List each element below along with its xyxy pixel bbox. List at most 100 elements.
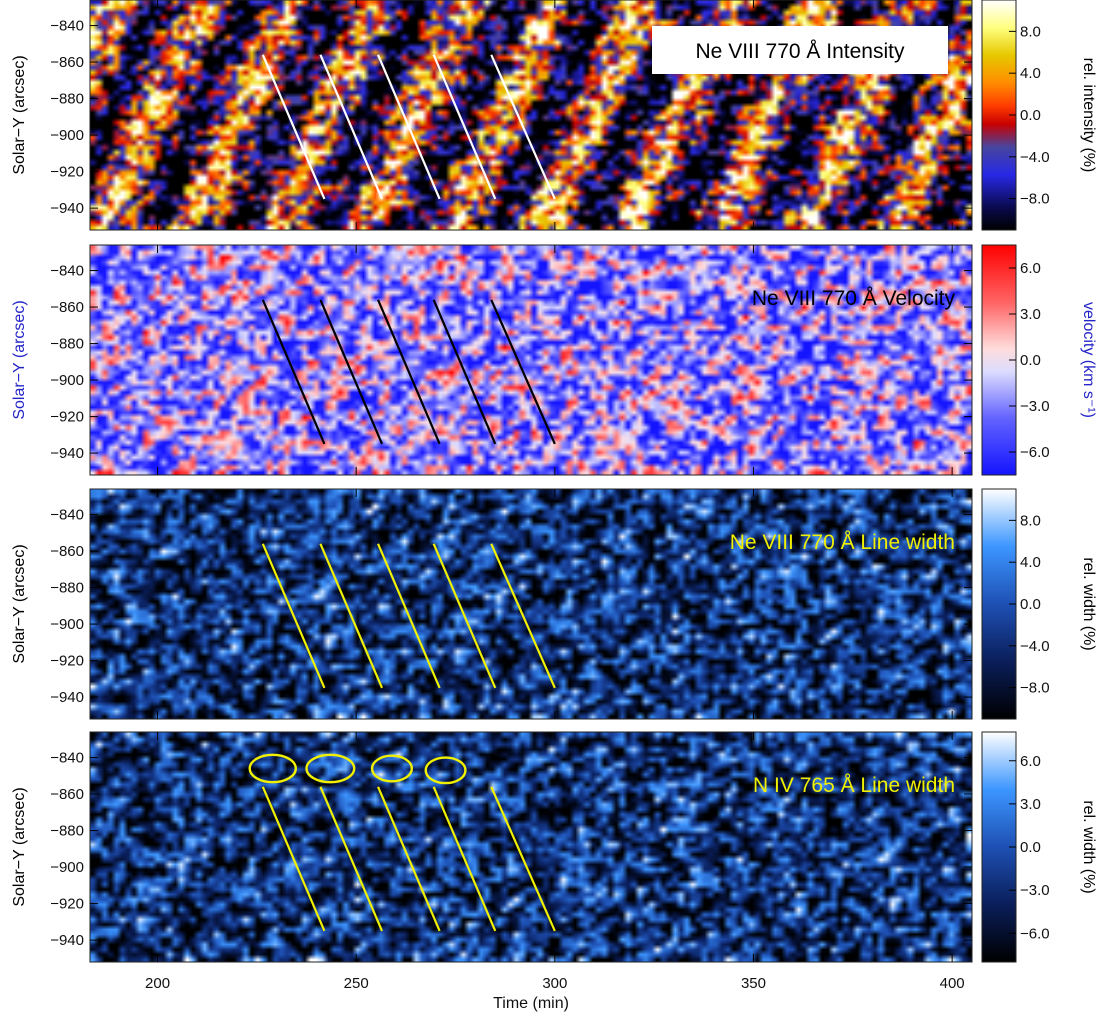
overlay-line-5 [490, 54, 556, 200]
y-tick-label: −840 [50, 507, 84, 524]
colorbar-tick-label: −3.0 [1020, 398, 1050, 415]
y-tick-label: −940 [50, 932, 84, 949]
x-tick-label: 400 [940, 975, 965, 992]
colorbar-tick-label: 8.0 [1020, 512, 1041, 529]
panel-3: −840 −860 −880 −900 −920 −940 Solar−Y (arcsec)… [11, 488, 1097, 720]
y-tick-label: −880 [50, 336, 84, 353]
panel-title: Ne VIII 770 Å Line width [730, 531, 955, 554]
overlay-line-1 [261, 299, 326, 445]
y-tick-label: −920 [50, 653, 84, 670]
plot-frame [89, 0, 973, 231]
panel-1: −840 −860 −880 −900 −920 −940 Solar−Y (arcsec)… [11, 0, 1097, 231]
x-tick-label: 350 [741, 975, 766, 992]
colorbar: 6.0 3.0 0.0 −3.0 −6.0 velocity (km s⁻¹) [981, 244, 1097, 476]
y-tick-label: −920 [50, 164, 84, 181]
overlay-line-1 [261, 54, 326, 200]
y-tick-label: −880 [50, 580, 84, 597]
x-tick-label: 200 [145, 975, 170, 992]
y-tick-label: −940 [50, 689, 84, 706]
overlay-circle-2 [305, 753, 356, 784]
panel-title: Ne VIII 770 Å Intensity [696, 40, 905, 63]
colorbar-label: velocity (km s⁻¹) [1080, 302, 1097, 418]
overlay-line-5 [490, 786, 556, 932]
overlay-line-2 [319, 299, 384, 445]
overlay-line-4 [432, 786, 497, 932]
colorbar: 6.0 3.0 0.0 −3.0 −6.0 rel. width (%) [981, 731, 1097, 963]
colorbar: 8.0 4.0 0.0 −4.0 −8.0 rel. intensity (%) [981, 0, 1097, 231]
colorbar-tick-label: 0.0 [1020, 596, 1041, 613]
overlay-circle-1 [248, 753, 297, 784]
overlay-circle-4 [424, 756, 467, 785]
overlay-line-4 [432, 299, 497, 445]
y-tick-label: −860 [50, 786, 84, 803]
heatmap-image [90, 245, 972, 475]
y-tick-label: −940 [50, 200, 84, 217]
colorbar-label: rel. width (%) [1080, 800, 1097, 893]
overlay-line-3 [377, 299, 441, 445]
y-tick-label: −840 [50, 750, 84, 767]
colorbar-tick-label: 4.0 [1020, 65, 1041, 82]
overlay-line-2 [319, 54, 384, 200]
overlay-line-5 [490, 299, 556, 445]
y-tick-label: −900 [50, 859, 84, 876]
y-tick-label: −880 [50, 91, 84, 108]
y-axis-label: Solar−Y (arcsec) [11, 787, 28, 906]
y-tick-label: −840 [50, 263, 84, 280]
colorbar-tick-label: −4.0 [1020, 638, 1050, 655]
y-tick-label: −860 [50, 299, 84, 316]
colorbar-tick-label: −6.0 [1020, 444, 1050, 461]
y-tick-label: −860 [50, 543, 84, 560]
y-tick-label: −900 [50, 127, 84, 144]
colorbar-tick-label: −6.0 [1020, 925, 1050, 942]
plot-frame [89, 731, 973, 963]
plot-frame [89, 244, 973, 476]
y-axis-label: Solar−Y (arcsec) [11, 300, 28, 419]
heatmap-image [90, 489, 972, 719]
colorbar-tick-label: −8.0 [1020, 680, 1050, 697]
overlay-line-3 [377, 54, 441, 200]
y-tick-label: −920 [50, 409, 84, 426]
colorbar-tick-label: 8.0 [1020, 23, 1041, 40]
colorbar-tick-label: 0.0 [1020, 839, 1041, 856]
overlay-line-5 [490, 543, 556, 689]
panel-title: N IV 765 Å Line width [753, 774, 955, 797]
colorbar-tick-label: 0.0 [1020, 107, 1041, 124]
y-tick-label: −840 [50, 18, 84, 35]
overlay-line-2 [319, 786, 384, 932]
x-tick-label: 300 [542, 975, 567, 992]
heatmap-image [90, 732, 972, 962]
overlay-circle-3 [370, 754, 414, 783]
x-tick-label: 250 [344, 975, 369, 992]
y-tick-label: −900 [50, 616, 84, 633]
colorbar-tick-label: −3.0 [1020, 882, 1050, 899]
overlay-line-1 [261, 543, 326, 689]
overlay-line-4 [432, 54, 497, 200]
colorbar-tick-label: −4.0 [1020, 149, 1050, 166]
y-tick-label: −920 [50, 896, 84, 913]
y-tick-label: −940 [50, 445, 84, 462]
overlay-line-3 [377, 543, 441, 689]
colorbar-label: rel. width (%) [1080, 557, 1097, 650]
colorbar: 8.0 4.0 0.0 −4.0 −8.0 rel. width (%) [981, 488, 1097, 720]
panel-2: −840 −860 −880 −900 −920 −940 Solar−Y (arcsec)… [11, 244, 1097, 476]
colorbar-tick-label: 3.0 [1020, 306, 1041, 323]
colorbar-tick-label: 6.0 [1020, 260, 1041, 277]
y-axis-label: Solar−Y (arcsec) [11, 544, 28, 663]
y-tick-label: −860 [50, 54, 84, 71]
y-tick-label: −900 [50, 372, 84, 389]
overlay-line-3 [377, 786, 441, 932]
colorbar-label: rel. intensity (%) [1080, 58, 1097, 173]
overlay-line-4 [432, 543, 497, 689]
y-tick-label: −880 [50, 823, 84, 840]
colorbar-tick-label: 4.0 [1020, 554, 1041, 571]
colorbar-tick-label: −8.0 [1020, 191, 1050, 208]
panel-4: −840 −860 −880 −900 −920 −940 Solar−Y (arcsec)… [11, 731, 1097, 1012]
colorbar-tick-label: 6.0 [1020, 753, 1041, 770]
overlay-line-1 [261, 786, 326, 932]
overlay-line-2 [319, 543, 384, 689]
title-box [652, 26, 948, 74]
x-axis-label: Time (min) [493, 995, 569, 1012]
colorbar-tick-label: 0.0 [1020, 352, 1041, 369]
panel-title: Ne VIII 770 Å Velocity [752, 287, 956, 310]
